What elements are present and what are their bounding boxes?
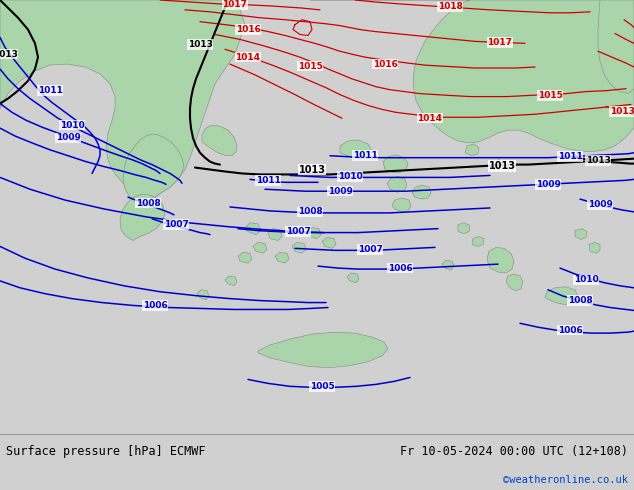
Text: 1013: 1013 <box>489 161 515 171</box>
Text: 1018: 1018 <box>437 2 462 11</box>
Text: 1006: 1006 <box>558 326 583 335</box>
Text: 1008: 1008 <box>136 198 160 208</box>
Text: 1010: 1010 <box>338 172 363 181</box>
Text: 1009: 1009 <box>588 200 612 210</box>
Text: 1009: 1009 <box>56 133 81 143</box>
Text: 1013: 1013 <box>586 156 611 165</box>
Text: 1013: 1013 <box>299 165 325 174</box>
Text: 1011: 1011 <box>256 176 280 185</box>
Text: 1006: 1006 <box>143 301 167 310</box>
Text: 1013: 1013 <box>609 107 634 116</box>
Text: 1007: 1007 <box>358 245 382 254</box>
Text: Surface pressure [hPa] ECMWF: Surface pressure [hPa] ECMWF <box>6 445 206 458</box>
Text: 1015: 1015 <box>538 91 562 100</box>
Text: 1008: 1008 <box>297 207 322 217</box>
Text: 1014: 1014 <box>235 52 261 62</box>
Text: 1009: 1009 <box>536 180 560 189</box>
Text: 1011: 1011 <box>557 152 583 161</box>
Text: 1006: 1006 <box>387 264 412 272</box>
Text: Fr 10-05-2024 00:00 UTC (12+108): Fr 10-05-2024 00:00 UTC (12+108) <box>399 445 628 458</box>
Text: 1005: 1005 <box>309 382 334 391</box>
Text: 1013: 1013 <box>0 49 18 59</box>
Text: 1011: 1011 <box>353 151 377 160</box>
Text: 1016: 1016 <box>373 60 398 69</box>
Text: 1008: 1008 <box>567 296 592 305</box>
Text: 1009: 1009 <box>328 187 353 196</box>
Text: 1007: 1007 <box>164 220 188 229</box>
Text: 1017: 1017 <box>223 0 247 9</box>
Text: 1010: 1010 <box>574 275 598 284</box>
Text: 1014: 1014 <box>418 114 443 123</box>
Text: 1007: 1007 <box>285 227 311 236</box>
Text: 1011: 1011 <box>37 86 62 95</box>
Text: ©weatheronline.co.uk: ©weatheronline.co.uk <box>503 475 628 485</box>
Text: 1015: 1015 <box>297 62 323 71</box>
Text: 1013: 1013 <box>188 40 212 49</box>
Text: 1017: 1017 <box>488 38 512 47</box>
Text: 1010: 1010 <box>60 121 84 130</box>
Text: 1016: 1016 <box>236 25 261 34</box>
